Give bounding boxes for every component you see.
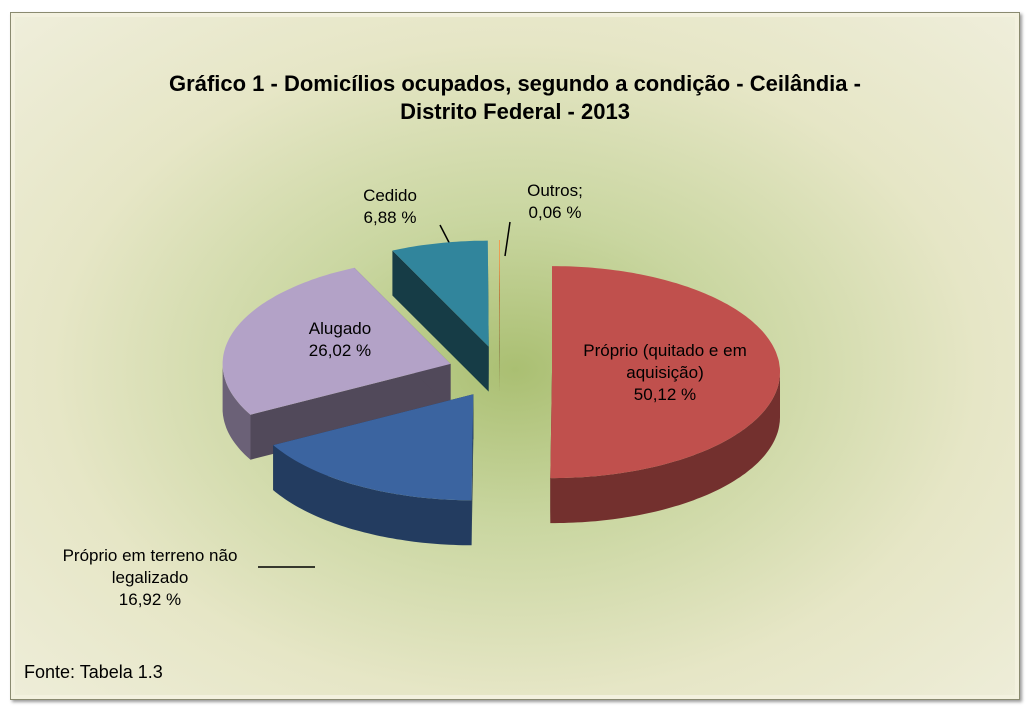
chart-area [10,12,1020,700]
value-label: 6,88 % [363,208,417,227]
category-label: Próprio (quitado e em aquisição) [583,341,747,382]
slice-wall [392,250,489,392]
category-label: Outros; [527,181,583,200]
slice-top [550,266,780,479]
value-label: 26,02 % [308,341,372,360]
slice-top [499,240,500,346]
slice-top [392,240,489,347]
leader-line [504,221,511,257]
slice-side [222,362,251,460]
slice [550,266,780,524]
slice-wall [250,363,451,460]
slice-side [550,370,780,524]
slice [222,267,451,460]
slice-top [222,267,451,415]
chart-title: Gráfico 1 - Domicílios ocupados, segundo… [169,71,861,124]
category-label: Alugado [308,319,372,338]
category-label: Cedido [363,186,417,205]
slice [392,240,489,392]
slice [499,240,500,391]
data-label: Próprio (quitado e em aquisição) 50,12 % [565,340,765,406]
slice-wall [499,240,500,391]
slice-side [273,445,472,546]
category-label: Próprio em terreno não legalizado [62,546,238,587]
slice-top [273,394,474,501]
slice [273,394,474,546]
value-label: 0,06 % [528,203,582,222]
data-label: Alugado 26,02 % [270,318,410,362]
data-label: Próprio em terreno não legalizado 16,92 % [60,545,240,611]
footnote: Fonte: Tabela 1.3 [24,662,163,682]
value-label: 16,92 % [118,590,182,609]
data-label: Outros; 0,06 % [505,180,605,224]
data-label: Cedido 6,88 % [340,185,440,229]
value-label: 50,12 % [633,385,697,404]
